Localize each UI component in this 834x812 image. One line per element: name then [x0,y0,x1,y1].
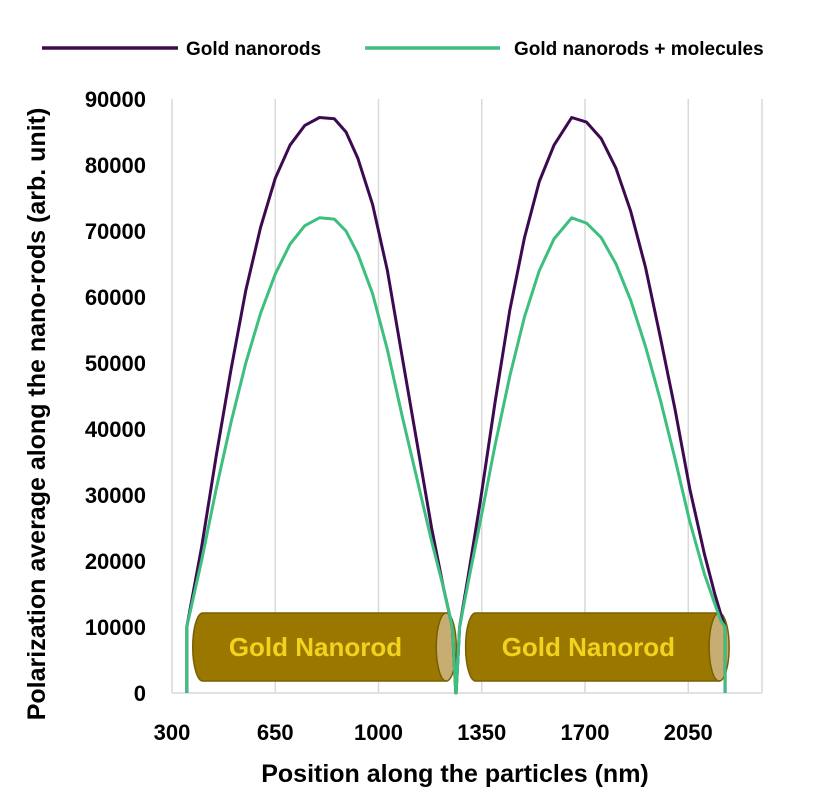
series-line-1 [185,116,727,695]
x-axis-label: Position along the particles (nm) [261,760,649,788]
x-tick-label: 650 [257,720,294,745]
tick-labels: 0 10000 20000 30000 40000 50000 60000 70000 8000… [85,87,713,745]
grid-lines [171,99,763,694]
y-tick-label: 30000 [85,483,146,508]
y-tick-label: 70000 [85,219,146,244]
y-tick-label: 0 [134,681,146,706]
y-tick-label: 10000 [85,615,146,640]
y-tick-label: 50000 [85,351,146,376]
x-tick-label: 1700 [561,720,610,745]
legend-item-1: Gold nanorods [42,39,321,60]
x-tick-label: 1000 [354,720,403,745]
x-tick-label: 300 [154,720,191,745]
series-lines [185,116,727,695]
legend-label: Gold nanorods + molecules [514,39,764,60]
nanorod-body [192,612,447,682]
nanorod-label: Gold Nanorod [502,632,675,662]
series-line-2 [185,216,727,695]
y-tick-label: 90000 [85,87,146,112]
nanorod-annotations: Gold Nanorod Gold Nanorod [192,612,730,682]
y-tick-label: 20000 [85,549,146,574]
legend: Gold nanorods Gold nanorods + molecules [42,39,764,60]
y-tick-label: 40000 [85,417,146,442]
y-axis-label: Polarization average along the nano-rods… [23,108,51,721]
nanorod-label: Gold Nanorod [229,632,402,662]
x-tick-label: 1350 [457,720,506,745]
y-tick-label: 80000 [85,153,146,178]
y-tick-label: 60000 [85,285,146,310]
legend-item-2: Gold nanorods + molecules [365,39,764,60]
nanorod-body [464,612,720,682]
gold-nanorod-2: Gold Nanorod [464,612,730,682]
x-tick-label: 2050 [664,720,713,745]
gold-nanorod-1: Gold Nanorod [192,612,457,682]
legend-label: Gold nanorods [186,39,321,60]
